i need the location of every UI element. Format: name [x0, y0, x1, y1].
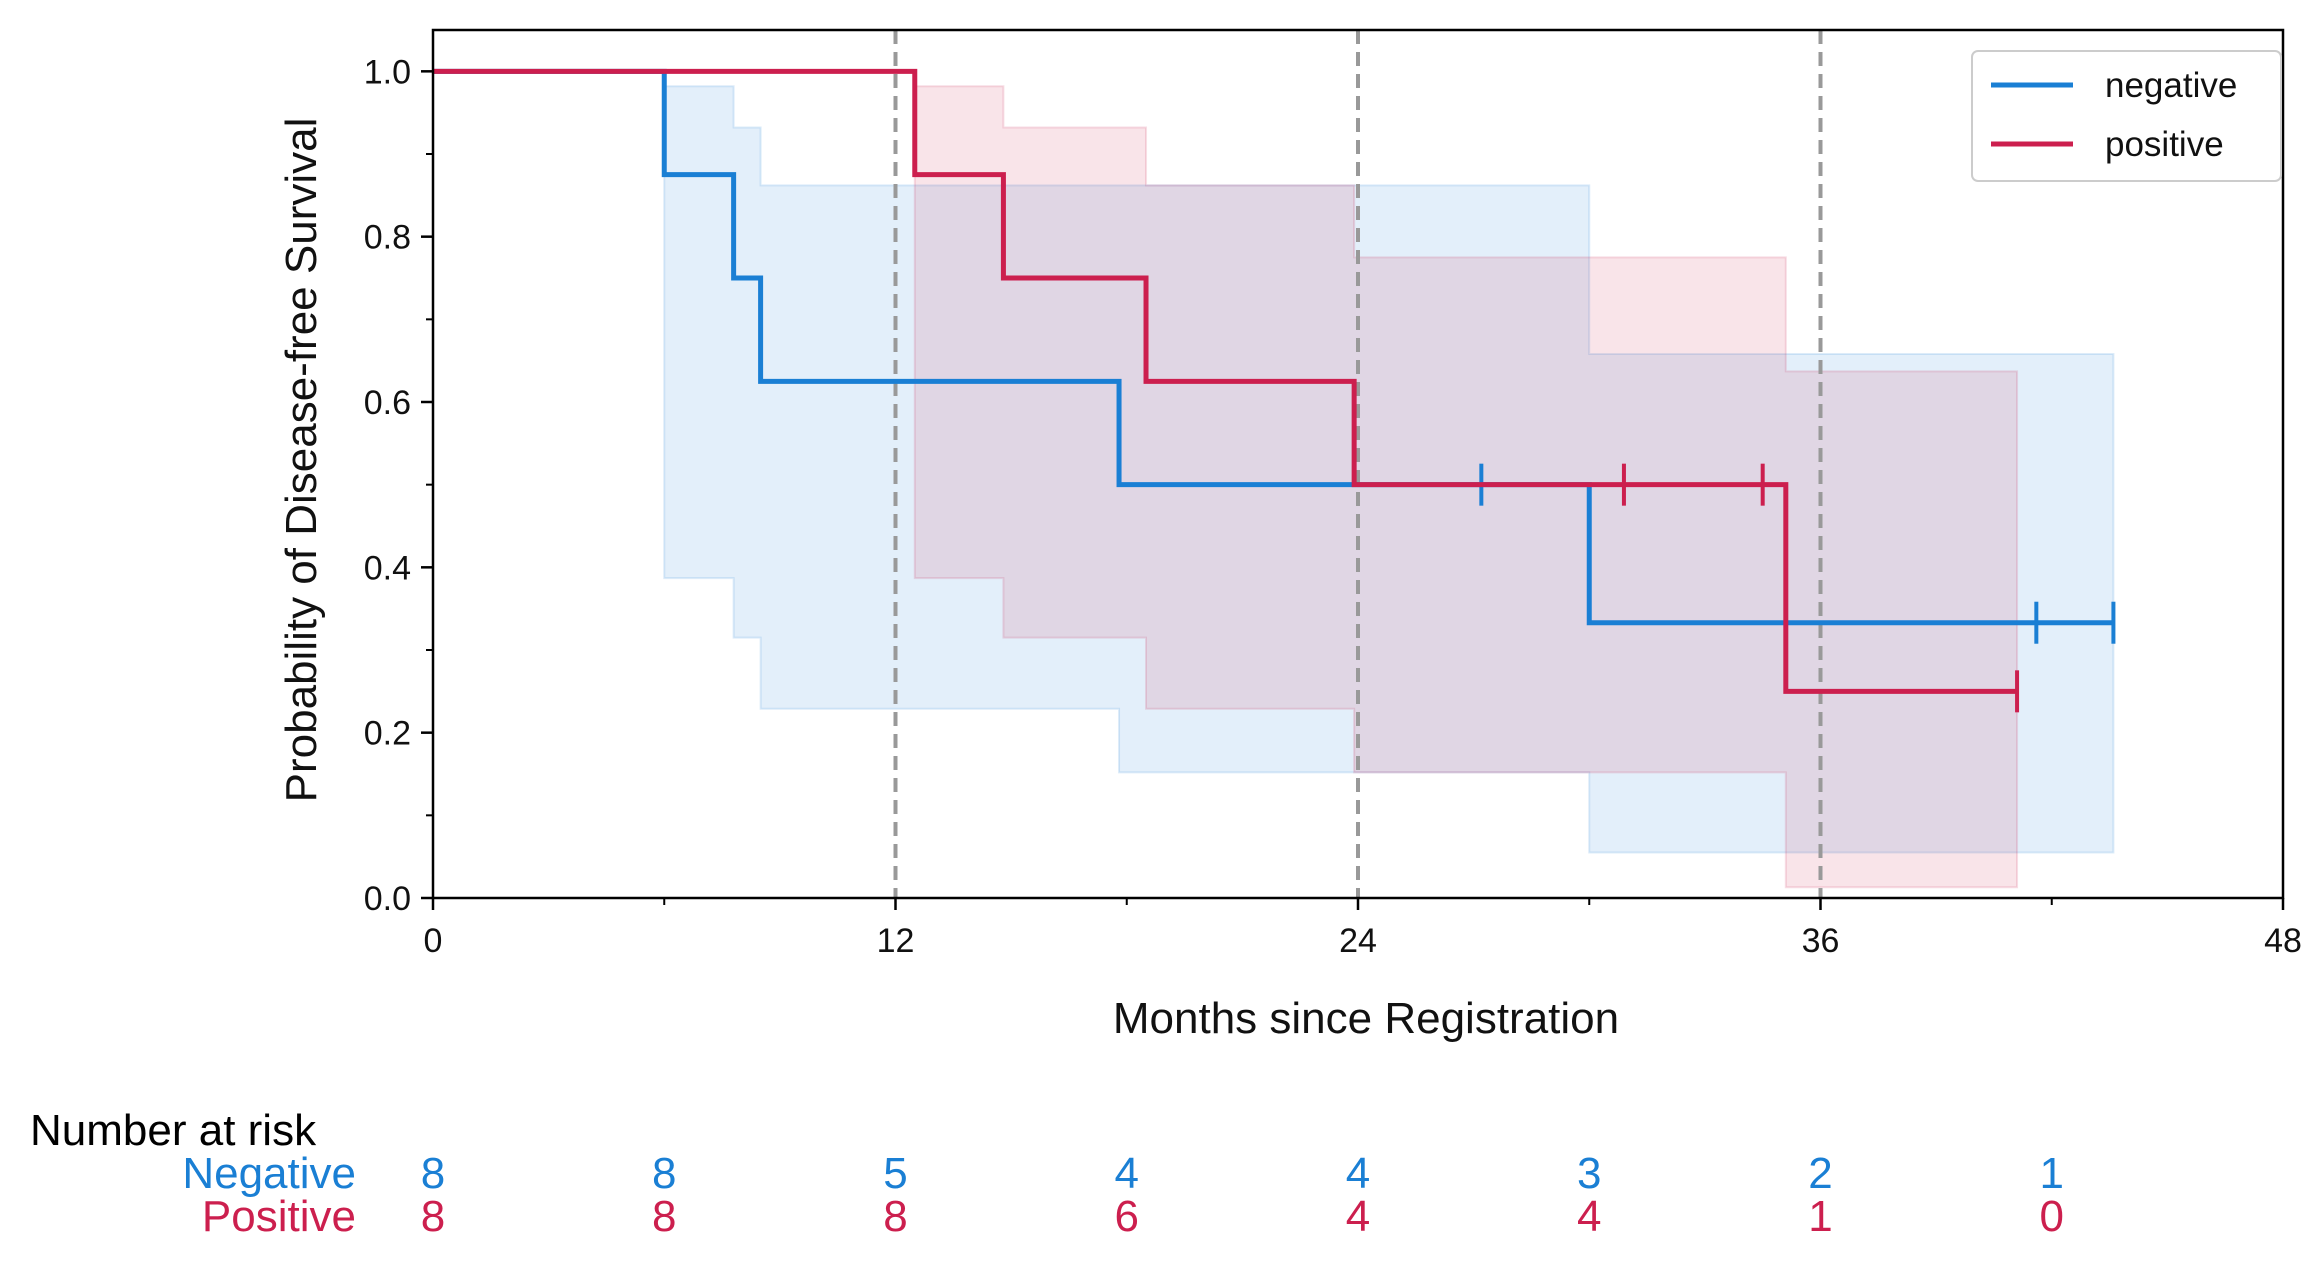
x-tick-label: 48	[2264, 922, 2302, 960]
survival-curve-positive	[433, 68, 2018, 694]
x-tick-label: 12	[877, 922, 915, 960]
legend-label-negative: negative	[2105, 66, 2237, 105]
y-axis-label: Probability of Disease-free Survival	[277, 118, 326, 803]
x-tick-label: 0	[424, 922, 443, 960]
risk-row-label-negative: Negative	[182, 1149, 356, 1198]
risk-count: 3	[1577, 1149, 1601, 1198]
risk-count: 6	[1115, 1192, 1139, 1241]
risk-row-label-positive: Positive	[202, 1192, 356, 1241]
axes: 0 12 24 36 48 0.0 0.2 0.4 0.6 0.8 1.0	[364, 28, 2302, 960]
legend-label-positive: positive	[2105, 125, 2224, 164]
risk-count: 8	[652, 1149, 676, 1198]
y-tick-label: 0.2	[364, 715, 411, 753]
legend: negative positive	[1971, 50, 2282, 182]
risk-count: 0	[2040, 1192, 2064, 1241]
risk-count: 2	[1808, 1149, 1832, 1198]
risk-count: 4	[1577, 1192, 1601, 1241]
risk-count: 5	[883, 1149, 907, 1198]
risk-count: 8	[652, 1192, 676, 1241]
y-tick-label: 1.0	[364, 53, 411, 91]
y-tick-label: 0.8	[364, 219, 411, 257]
risk-count: 1	[1808, 1192, 1832, 1241]
risk-count: 4	[1346, 1192, 1370, 1241]
x-tick-label: 24	[1339, 922, 1377, 960]
survival-curve-negative	[433, 68, 2114, 626]
ci-band-positive	[433, 70, 2019, 889]
risk-count: 8	[421, 1192, 445, 1241]
y-tick-label: 0.6	[364, 384, 411, 422]
y-tick-label: 0.0	[364, 880, 411, 918]
confidence-bands	[433, 70, 2115, 889]
survival-curves	[433, 68, 2116, 713]
x-tick-label: 36	[1802, 922, 1840, 960]
risk-count: 8	[421, 1149, 445, 1198]
reference-lines	[893, 30, 1823, 898]
x-axis-label: Months since Registration	[1113, 994, 1619, 1043]
risk-count: 4	[1346, 1149, 1370, 1198]
risk-count: 4	[1115, 1149, 1139, 1198]
y-tick-label: 0.4	[364, 549, 411, 587]
risk-count: 1	[2040, 1149, 2064, 1198]
ci-band-negative	[433, 70, 2115, 854]
risk-table-title: Number at risk	[30, 1106, 317, 1155]
risk-count: 8	[883, 1192, 907, 1241]
